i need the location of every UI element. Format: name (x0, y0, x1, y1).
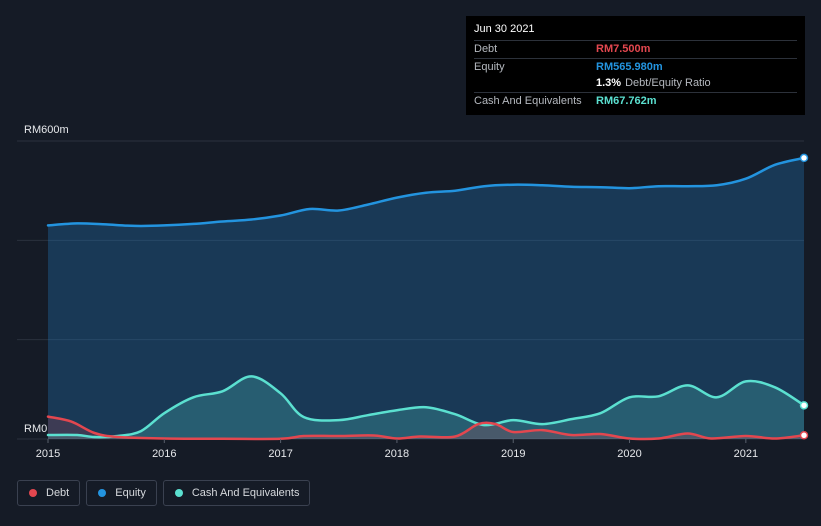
legend-dot-cash (174, 489, 183, 497)
tooltip-debt-value: RM7.500m (596, 43, 651, 56)
legend-item-cash[interactable]: Cash And Equivalents (162, 480, 311, 506)
tooltip-ratio-value: 1.3% (596, 77, 622, 90)
legend-label-cash: Cash And Equivalents (191, 487, 300, 499)
series-lines (46, 156, 806, 441)
legend: Debt Equity Cash And Equivalents (17, 480, 316, 506)
line-debt (46, 415, 806, 441)
x-axis-ticks: 2015 2016 2017 2018 2019 2020 2021 (36, 439, 758, 460)
line-equity (46, 156, 806, 228)
tooltip-ratio-row: 1.3% Debt/Equity Ratio (474, 75, 797, 92)
area-equity (48, 157, 804, 439)
tooltip-equity-value: RM565.980m (596, 60, 663, 73)
legend-label-debt: Debt (46, 487, 70, 499)
tooltip-equity-label: Equity (474, 60, 505, 73)
x-tick-label: 2021 (734, 448, 758, 460)
tooltip-debt-label: Debt (474, 43, 498, 56)
endpoint-equity (799, 153, 809, 163)
legend-dot-equity (98, 489, 107, 497)
x-tick-label: 2017 (268, 448, 292, 460)
y-axis-bottom-label: RM0 (24, 423, 47, 435)
x-tick-label: 2018 (385, 448, 409, 460)
endpoint-cash-and-equivalents (799, 401, 809, 410)
tooltip-equity-row: Equity RM565.980m (474, 57, 797, 76)
legend-item-debt[interactable]: Debt (17, 480, 81, 506)
legend-label-equity: Equity (115, 487, 146, 499)
x-tick-label: 2019 (501, 448, 525, 460)
tooltip-cash-row: Cash And Equivalents RM67.762m (474, 91, 797, 110)
y-axis-top-label: RM600m (24, 124, 69, 136)
tooltip-ratio-label: Debt/Equity Ratio (625, 77, 711, 90)
endpoint-debt (799, 431, 809, 440)
tooltip: Jun 30 2021 Debt RM7.500m Equity RM565.9… (466, 16, 805, 115)
series-endpoints (799, 153, 809, 440)
tooltip-date: Jun 30 2021 (474, 23, 535, 35)
tooltip-cash-label: Cash And Equivalents (474, 94, 582, 107)
line-cash-and-equivalents (46, 375, 806, 439)
series-areas (48, 157, 804, 440)
legend-item-equity[interactable]: Equity (86, 480, 157, 506)
legend-dot-debt (29, 489, 37, 497)
tooltip-debt-row: Debt RM7.500m (474, 40, 797, 58)
x-tick-label: 2016 (152, 448, 176, 460)
grid-lines (17, 140, 804, 440)
x-tick-label: 2020 (617, 448, 641, 460)
tooltip-cash-value: RM67.762m (596, 94, 657, 107)
x-tick-label: 2015 (36, 448, 60, 460)
